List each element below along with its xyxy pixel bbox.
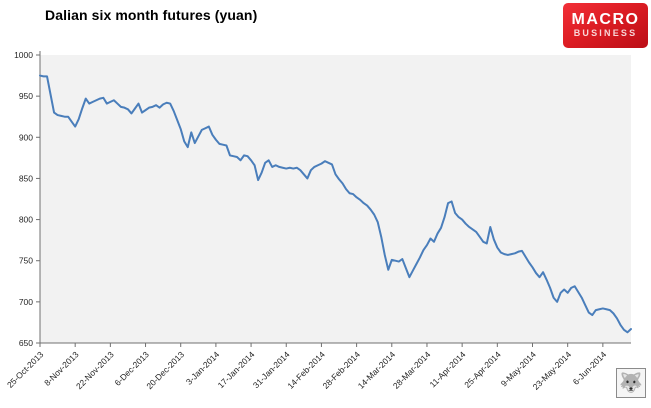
y-tick-label: 750 [19,256,33,266]
x-tick-label: 20-Dec-2013 [144,349,186,391]
chart-title: Dalian six month futures (yuan) [45,7,258,23]
x-tick-label: 6-Jun-2014 [571,349,609,387]
wolf-icon-glyph: 🐺 [619,373,643,394]
plot-area [40,55,631,343]
macrobusiness-logo: MACRO BUSINESS [563,3,648,48]
y-tick-label: 850 [19,173,33,183]
y-tick-label: 650 [19,338,33,348]
y-tick-label: 700 [19,297,33,307]
logo-text-business: BUSINESS [573,28,638,39]
x-tick-label: 25-Oct-2013 [5,349,46,390]
futures-price-line [39,74,632,334]
x-tick-label: 25-Apr-2014 [462,349,503,390]
x-tick-label: 3-Jan-2014 [184,349,222,387]
logo-text-macro: MACRO [571,11,640,29]
y-tick-label: 1000 [14,50,33,60]
y-tick-label: 900 [19,132,33,142]
x-tick-label: 28-Mar-2014 [391,349,433,391]
x-tick-label: 22-Nov-2013 [74,349,116,391]
y-tick-label: 800 [19,215,33,225]
y-tick-label: 950 [19,91,33,101]
wolf-icon: 🐺 [616,368,646,398]
